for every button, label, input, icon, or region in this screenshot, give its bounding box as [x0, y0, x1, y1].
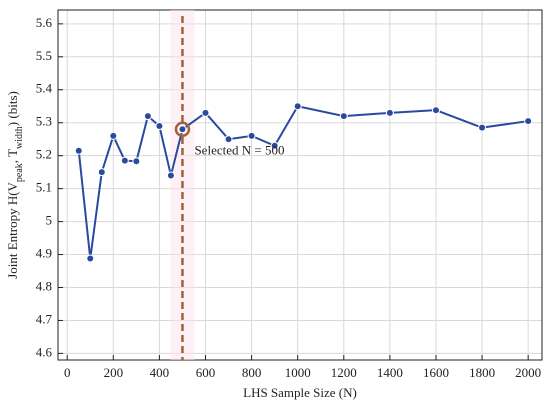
y-axis-label: Joint Entropy H(Vpeak, Twidth) (bits)	[5, 91, 25, 279]
data-point	[86, 254, 95, 263]
data-point	[431, 106, 440, 115]
data-point	[109, 131, 118, 140]
plot-frame	[57, 9, 543, 361]
data-point	[166, 171, 175, 180]
x-tick-label: 0	[64, 365, 71, 380]
data-point	[155, 122, 164, 131]
selected-annotation: Selected N = 500	[194, 142, 284, 157]
y-tick-label: 5.2	[36, 147, 52, 162]
x-tick-label: 400	[150, 365, 170, 380]
x-tick-label: 600	[196, 365, 216, 380]
x-tick-label: 1600	[423, 365, 449, 380]
data-point	[74, 146, 83, 155]
data-point	[120, 156, 129, 165]
y-tick-label: 4.7	[36, 311, 53, 326]
data-point	[178, 125, 187, 134]
x-tick-label: 1200	[331, 365, 357, 380]
x-tick-label: 1000	[285, 365, 311, 380]
x-tick-label: 2000	[515, 365, 541, 380]
y-axis-label-part: peak	[14, 163, 25, 182]
y-tick-label: 5.1	[36, 180, 52, 195]
data-point	[293, 102, 302, 111]
x-tick-label: 200	[104, 365, 124, 380]
data-point	[247, 131, 256, 140]
y-tick-label: 5	[46, 213, 53, 228]
data-point	[270, 141, 279, 150]
y-axis-label-part: , T	[5, 149, 20, 163]
data-point	[339, 112, 348, 121]
y-axis-label-part: Joint Entropy H(V	[5, 181, 20, 278]
x-tick-label: 1800	[469, 365, 495, 380]
data-point	[524, 117, 533, 126]
y-axis-label-part: ) (bits)	[5, 91, 20, 126]
data-line	[77, 105, 529, 259]
data-point	[143, 112, 152, 121]
x-axis-label: LHS Sample Size (N)	[243, 385, 357, 400]
x-tick-label: 800	[242, 365, 262, 380]
data-point	[97, 168, 106, 177]
data-point	[385, 108, 394, 117]
selected-marker	[174, 121, 191, 138]
x-tick-label: 1400	[377, 365, 403, 380]
y-tick-label: 5.5	[36, 48, 52, 63]
data-point	[224, 135, 233, 144]
y-tick-label: 4.9	[36, 246, 52, 261]
data-point	[132, 157, 141, 166]
y-tick-label: 4.6	[36, 344, 53, 359]
y-tick-label: 5.3	[36, 114, 52, 129]
y-axis-label-part: width	[14, 126, 25, 149]
y-tick-label: 4.8	[36, 278, 52, 293]
data-point	[201, 108, 210, 117]
y-tick-label: 5.6	[36, 15, 53, 30]
y-tick-label: 5.4	[36, 81, 53, 96]
data-point	[478, 123, 487, 132]
